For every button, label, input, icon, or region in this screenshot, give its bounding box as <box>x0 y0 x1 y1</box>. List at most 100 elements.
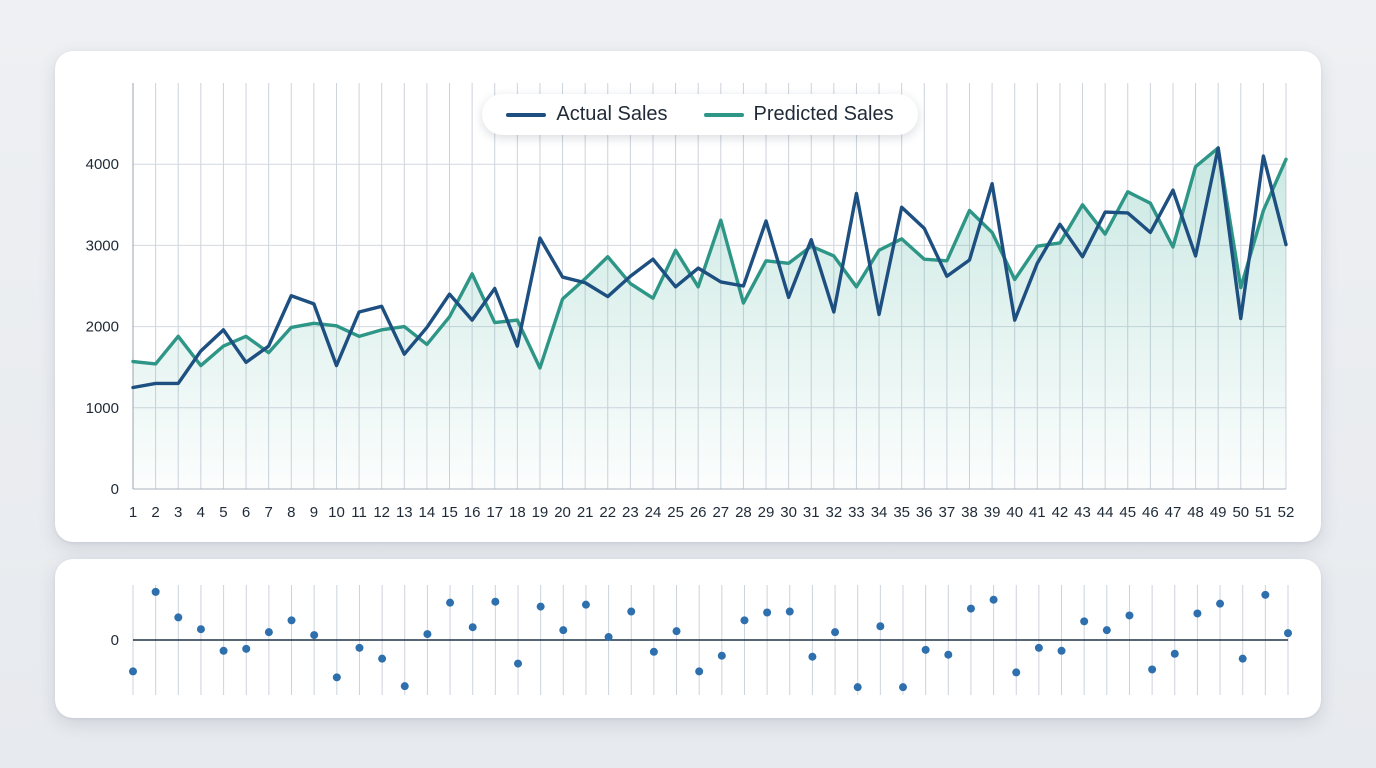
x-tick-label: 18 <box>509 504 526 521</box>
legend: Actual Sales Predicted Sales <box>482 94 918 135</box>
x-tick-label: 20 <box>554 504 571 521</box>
residual-point <box>740 616 749 625</box>
x-tick-label: 4 <box>197 504 205 521</box>
residual-point <box>763 608 772 617</box>
x-tick-label: 16 <box>464 504 481 521</box>
residual-point <box>446 598 455 607</box>
x-tick-label: 5 <box>219 504 227 521</box>
x-tick-label: 39 <box>984 504 1001 521</box>
residual-point <box>853 683 862 692</box>
residual-point <box>491 597 500 606</box>
x-tick-label: 50 <box>1232 504 1249 521</box>
x-tick-label: 13 <box>396 504 413 521</box>
residual-point <box>627 607 636 616</box>
x-tick-label: 21 <box>577 504 594 521</box>
residual-point <box>536 602 545 611</box>
predicted-sales-line <box>131 146 1288 370</box>
residual-y-tick-labels: 0 <box>111 632 119 649</box>
residual-point <box>1261 590 1270 599</box>
actual-sales-line <box>131 146 1288 390</box>
residual-point <box>242 644 251 653</box>
residual-point <box>1080 617 1089 626</box>
x-tick-label: 8 <box>287 504 295 521</box>
x-tick-label: 14 <box>419 504 436 521</box>
x-tick-label: 29 <box>758 504 775 521</box>
x-tick-label: 35 <box>893 504 910 521</box>
residual-point <box>1034 643 1043 652</box>
x-tick-label: 12 <box>373 504 390 521</box>
x-tick-label: 37 <box>939 504 956 521</box>
x-tick-label: 46 <box>1142 504 1159 521</box>
residual-point <box>899 683 907 692</box>
residual-y-tick-label: 0 <box>111 632 119 649</box>
x-tick-label: 11 <box>351 504 367 521</box>
residual-point <box>287 616 296 625</box>
predicted-sales-area <box>133 147 1286 489</box>
residual-point <box>581 600 590 609</box>
x-tick-label: 15 <box>441 504 458 521</box>
x-tick-label: 17 <box>486 504 503 521</box>
residual-point <box>1148 665 1157 674</box>
x-tick-label: 24 <box>645 504 662 521</box>
legend-item-predicted: Predicted Sales <box>703 103 894 126</box>
y-tick-label: 1000 <box>86 400 119 417</box>
residual-point <box>649 647 658 656</box>
residual-scatter-chart: 0 <box>111 585 1292 695</box>
residual-point <box>1102 626 1111 635</box>
x-tick-label: 49 <box>1210 504 1227 521</box>
main-chart-card: 0 1000 2000 3000 4000 1 2 3 4 5 6 7 8 9 10 11 12 13 14 15 1… <box>55 51 1321 542</box>
residual-point <box>695 667 704 676</box>
y-tick-labels: 0 1000 2000 3000 4000 <box>86 156 119 498</box>
x-tick-label: 36 <box>916 504 933 521</box>
x-tick-label: 42 <box>1052 504 1069 521</box>
x-tick-label: 1 <box>129 504 137 521</box>
residual-point <box>174 613 183 622</box>
residual-chart-card: 0 <box>55 559 1321 718</box>
residual-point <box>129 667 137 676</box>
residual-point <box>378 654 387 663</box>
x-tick-label: 3 <box>174 504 182 521</box>
residual-point <box>1012 668 1021 677</box>
residual-grid <box>132 585 1289 695</box>
residual-point <box>808 652 817 661</box>
residual-point <box>559 626 568 635</box>
residual-points <box>129 587 1292 692</box>
residual-point <box>196 625 205 634</box>
residual-point <box>264 628 273 637</box>
x-tick-label: 41 <box>1029 504 1046 521</box>
residual-point <box>785 607 794 616</box>
x-tick-label: 34 <box>871 504 888 521</box>
x-tick-label: 7 <box>264 504 272 521</box>
x-tick-label: 51 <box>1255 504 1272 521</box>
x-tick-label: 31 <box>803 504 820 521</box>
residual-point <box>604 633 613 642</box>
residual-point <box>1125 611 1134 620</box>
x-tick-label: 43 <box>1074 504 1091 521</box>
legend-item-actual: Actual Sales <box>506 103 668 126</box>
series-lines <box>131 146 1288 390</box>
residual-point <box>944 650 953 659</box>
x-tick-label: 6 <box>242 504 250 521</box>
residual-point <box>355 643 364 652</box>
x-tick-label: 45 <box>1119 504 1136 521</box>
x-tick-label: 48 <box>1187 504 1204 521</box>
residual-point <box>219 646 228 655</box>
x-tick-label: 52 <box>1278 504 1295 521</box>
x-tick-label: 47 <box>1165 504 1182 521</box>
y-tick-label: 4000 <box>86 156 119 173</box>
residual-point <box>310 631 319 640</box>
residual-point <box>989 595 998 604</box>
residual-point <box>1057 646 1066 655</box>
residual-point <box>423 630 432 639</box>
residual-point <box>151 587 160 596</box>
y-tick-label: 3000 <box>86 237 119 254</box>
x-tick-label: 28 <box>735 504 752 521</box>
residual-point <box>921 645 930 654</box>
x-tick-label: 23 <box>622 504 639 521</box>
legend-label-predicted: Predicted Sales <box>753 103 894 125</box>
residual-point <box>831 628 840 637</box>
residual-point <box>1170 649 1179 658</box>
residual-point <box>1284 629 1292 638</box>
residual-point <box>1238 654 1247 663</box>
